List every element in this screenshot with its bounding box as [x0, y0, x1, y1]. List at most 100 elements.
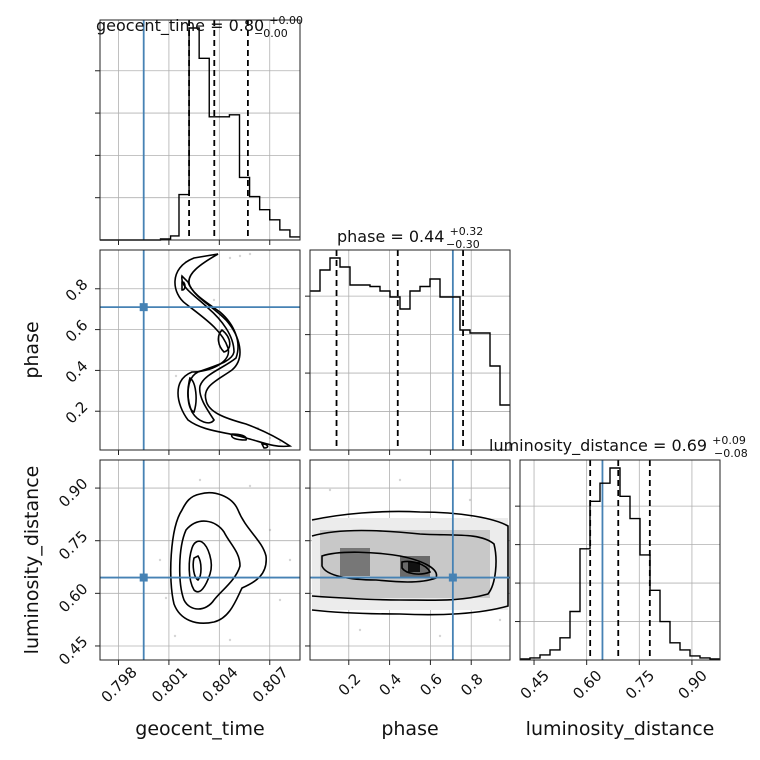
- panel-phase-hist: phase = 0.44 +0.32 −0.30: [305, 225, 511, 455]
- sample-dot: [158, 558, 162, 562]
- sample-dot: [288, 558, 292, 562]
- tick-label: 0.90: [674, 667, 710, 703]
- pg-ticks: 0.2 0.4 0.6 0.8: [62, 275, 271, 455]
- xlabel-phase: phase: [381, 718, 438, 740]
- sample-dot: [278, 598, 282, 602]
- tick-label: 0.2: [62, 398, 92, 428]
- ylabel-phase: phase: [21, 321, 43, 378]
- tick-label: 0.6: [62, 316, 92, 346]
- pg-frame: [99, 249, 301, 451]
- ylabel-luminosity-distance: luminosity_distance: [21, 466, 43, 655]
- tick-label: 0.45: [517, 667, 553, 703]
- tick-label: 0.75: [55, 527, 91, 563]
- pg-grid: [100, 250, 300, 450]
- ld-title-sup: +0.09: [712, 434, 746, 447]
- geocent-time-title-sup: +0.00: [269, 14, 303, 27]
- tick-label: 0.60: [55, 580, 91, 616]
- lg-ticks: 0.45 0.60 0.75 0.90 0.798 0.801 0.804 0.807: [55, 475, 292, 707]
- phase-title-main: phase = 0.44: [337, 227, 444, 246]
- xlabel-geocent-time: geocent_time: [135, 718, 264, 740]
- lp-contour-outer: [311, 510, 509, 616]
- sample-dot: [238, 254, 242, 258]
- ld-hist-frame: [519, 459, 721, 661]
- gt-hist-frame: [99, 19, 301, 241]
- lg-contour-inner: [188, 540, 213, 593]
- lg-frame: [99, 459, 301, 661]
- ph-hist-grid: [310, 250, 510, 450]
- sample-dot: [278, 440, 282, 444]
- panel-phase-vs-geocent-time: 0.2 0.4 0.6 0.8: [62, 249, 301, 455]
- sample-dot: [248, 484, 252, 488]
- density-cell: [408, 562, 420, 572]
- tick-label: 0.8: [457, 670, 487, 700]
- ph-hist-quantiles: [335, 250, 464, 450]
- panel-ld-hist: 0.45 0.60 0.75 0.90 luminosity_distance = 0…: [489, 429, 751, 703]
- tick-label: 0.8: [62, 275, 92, 305]
- sample-dot: [328, 488, 332, 492]
- lp-contour-mid: [311, 529, 497, 602]
- pg-truth: [100, 250, 300, 450]
- geocent-time-title-main: geocent_time = 0.80: [96, 16, 264, 36]
- sample-dot: [438, 634, 442, 638]
- ld-hist-step: [520, 467, 720, 660]
- ph-hist-step: [310, 257, 510, 406]
- tick-label: 0.807: [249, 663, 292, 706]
- tick-label: 0.6: [416, 670, 446, 700]
- tick-label: 0.2: [335, 670, 365, 700]
- truth-marker: [139, 573, 148, 582]
- geocent-time-title: geocent_time = 0.80 +0.00 −0.00: [96, 9, 308, 40]
- geocent-time-title-sub: −0.00: [254, 27, 288, 40]
- sample-dot: [228, 256, 232, 260]
- tick-label: 0.60: [569, 667, 605, 703]
- sample-dot: [498, 618, 502, 622]
- truth-marker: [448, 573, 457, 582]
- phase-title-sub: −0.30: [446, 238, 480, 251]
- pg-contour-mid: [181, 274, 239, 424]
- sample-dot: [268, 528, 272, 532]
- sample-dot: [398, 478, 402, 482]
- tick-label: 0.90: [55, 475, 91, 511]
- sample-dot: [212, 298, 216, 302]
- ld-hist-grid: [520, 460, 720, 660]
- sample-dot: [268, 436, 272, 440]
- sample-dot: [358, 628, 362, 632]
- tick-label: 0.75: [622, 667, 658, 703]
- panel-ld-vs-phase: 0.2 0.4 0.6 0.8: [305, 459, 511, 700]
- xlabel-luminosity-distance: luminosity_distance: [526, 718, 715, 740]
- lg-contour-core: [192, 554, 202, 581]
- phase-title-sup: +0.32: [450, 225, 484, 238]
- ph-hist-frame: [309, 249, 511, 451]
- ld-hist-ticks: 0.45 0.60 0.75 0.90: [515, 505, 711, 703]
- gt-hist-grid: [100, 20, 300, 240]
- gt-hist-ticks: [95, 70, 271, 245]
- ld-title-sub: −0.08: [714, 447, 748, 460]
- pg-contour-inner: [181, 281, 269, 449]
- sample-dot: [174, 374, 178, 378]
- pg-contour-outer: [174, 253, 293, 448]
- tick-label: 0.804: [198, 663, 241, 706]
- sample-dot: [248, 252, 252, 256]
- tick-label: 0.45: [55, 633, 91, 669]
- luminosity-distance-title: luminosity_distance = 0.69 +0.09 −0.08: [489, 429, 751, 460]
- sample-dot: [468, 498, 472, 502]
- panel-geocent-time-hist: geocent_time = 0.80 +0.00 −0.00: [95, 9, 308, 245]
- tick-label: 0.4: [62, 357, 92, 387]
- sample-dot: [228, 638, 232, 642]
- lp-truth: [310, 460, 510, 660]
- lp-contour-core: [401, 560, 432, 575]
- sample-dot: [164, 596, 168, 600]
- ph-hist-ticks: [305, 295, 472, 455]
- panel-ld-vs-geocent-time: 0.45 0.60 0.75 0.90 0.798 0.801 0.804 0.807: [55, 459, 301, 707]
- lp-frame: [309, 459, 511, 661]
- sample-dot: [198, 478, 202, 482]
- truth-marker: [139, 303, 148, 312]
- ld-title-main: luminosity_distance = 0.69: [489, 436, 707, 456]
- lg-truth: [100, 460, 300, 660]
- sample-dot: [173, 634, 177, 638]
- lp-samples: [328, 478, 502, 638]
- tick-label: 0.4: [375, 670, 405, 700]
- tick-label: 0.801: [148, 663, 191, 706]
- lg-contour-outer: [169, 492, 267, 624]
- tick-label: 0.798: [98, 663, 141, 706]
